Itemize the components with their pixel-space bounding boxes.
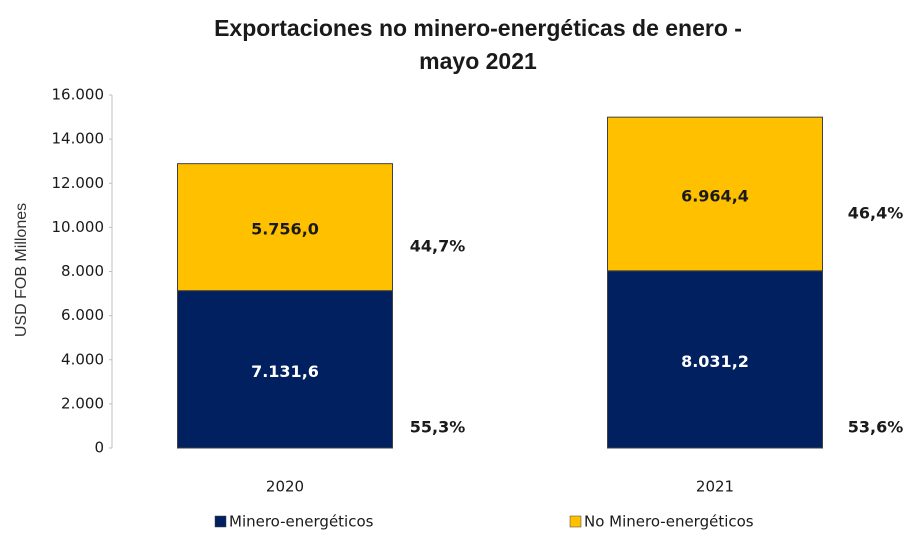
y-axis-label: USD FOB Millones [13,203,30,337]
legend-label: No Minero-energéticos [584,513,754,531]
y-tick-label: 8.000 [61,262,104,280]
share-label: 46,4% [848,203,904,222]
legend-swatch [214,515,227,528]
y-tick-label: 10.000 [52,218,105,236]
bar-segment [607,116,823,272]
share-label: 55,3% [410,418,466,437]
bar-segment [607,270,823,449]
y-tick-label: 4.000 [61,350,104,368]
chart-title: mayo 2021 [419,48,537,74]
y-tick-label: 6.000 [61,306,104,324]
legend-label: Minero-energéticos [229,513,374,531]
y-tick-label: 16.000 [52,86,105,104]
data-label: 6.964,4 [681,186,749,205]
x-tick-label: 2021 [696,478,734,496]
share-label: 44,7% [410,237,466,256]
data-label: 8.031,2 [681,352,749,371]
y-tick-label: 0 [94,439,104,457]
y-tick-label: 12.000 [52,174,105,192]
legend-swatch [569,515,582,528]
y-tick-label: 14.000 [52,130,105,148]
bar-segment [177,163,393,292]
data-label: 7.131,6 [251,362,319,381]
x-tick-label: 2020 [266,478,304,496]
chart-title: Exportaciones no minero-energéticas de e… [214,15,742,41]
y-tick-label: 2.000 [61,394,104,412]
data-label: 5.756,0 [251,220,319,239]
share-label: 53,6% [848,418,904,437]
